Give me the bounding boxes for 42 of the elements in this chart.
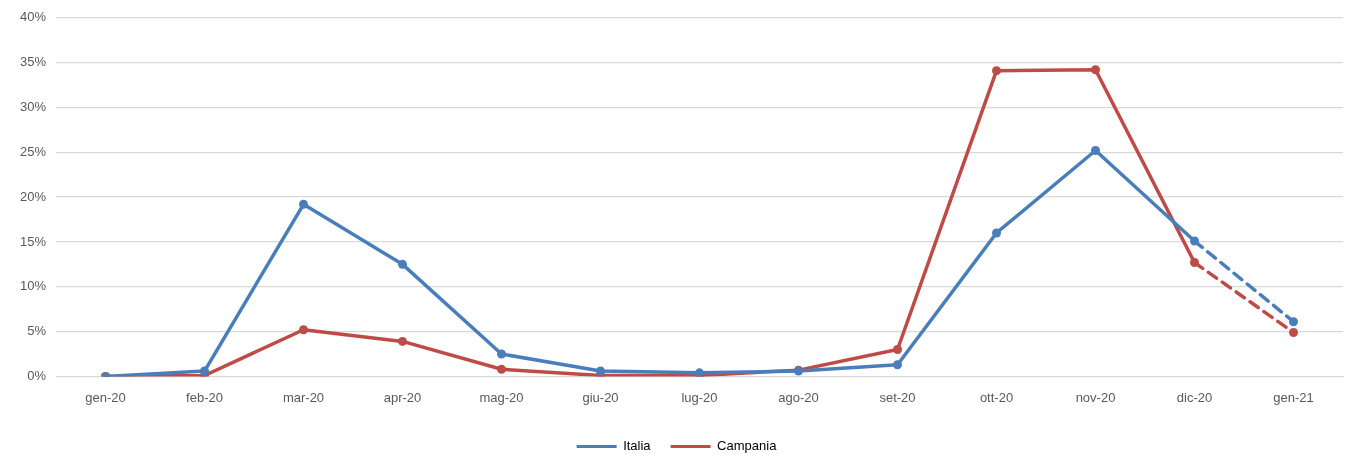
legend-label: Campania: [717, 438, 778, 454]
point: [596, 366, 606, 376]
y-tick-label: 35%: [19, 54, 47, 70]
y-tick-label: 10%: [19, 278, 47, 294]
x-tick-label: ott-20: [979, 389, 1014, 405]
point: [1091, 65, 1100, 75]
x-tick-label: dic-20: [1176, 389, 1213, 405]
point: [893, 360, 903, 370]
point: [398, 336, 408, 346]
x-tick-label: mar-20: [282, 389, 325, 405]
y-tick-label: 30%: [19, 99, 47, 115]
x-tick-label: apr-20: [383, 389, 422, 405]
point: [299, 325, 309, 335]
x-tick-label: nov-20: [1075, 389, 1116, 405]
x-tick-label: set-20: [879, 389, 916, 405]
y-tick-label: 25%: [19, 143, 47, 159]
point: [497, 349, 507, 359]
point: [893, 345, 903, 355]
x-tick-label: gen-20: [85, 389, 126, 405]
point: [299, 199, 309, 209]
x-tick-label: giu-20: [582, 389, 619, 405]
y-tick-label: 15%: [19, 233, 47, 249]
point: [1289, 317, 1298, 327]
point: [1091, 145, 1100, 155]
point: [1190, 236, 1199, 246]
y-tick-label: 20%: [19, 188, 47, 204]
y-tick-label: 5%: [27, 323, 47, 339]
x-tick-label: feb-20: [186, 389, 223, 405]
point: [1289, 327, 1298, 337]
point: [992, 228, 1002, 238]
point: [1190, 258, 1199, 268]
y-tick-label: 40%: [19, 9, 47, 25]
x-tick-label: ago-20: [778, 389, 819, 405]
point: [992, 66, 1002, 76]
x-tick-label: mag-20: [479, 389, 524, 405]
x-tick-label: gen-21: [1273, 389, 1314, 405]
point: [497, 364, 507, 374]
y-tick-label: 0%: [27, 367, 47, 383]
x-tick-label: lug-20: [681, 389, 718, 405]
point: [200, 366, 210, 376]
point: [398, 259, 408, 269]
legend-label: Italia: [623, 438, 652, 454]
